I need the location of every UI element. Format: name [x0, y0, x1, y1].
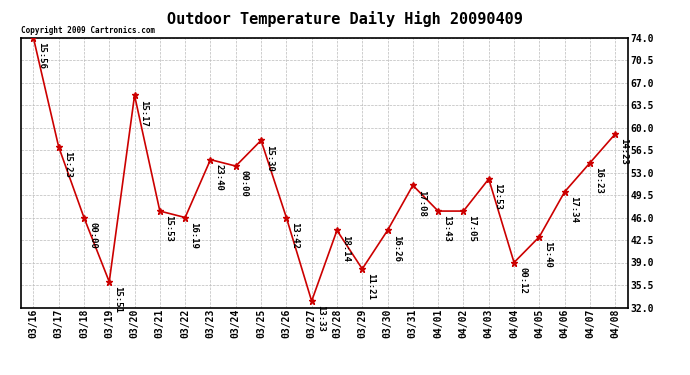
- Text: 00:12: 00:12: [518, 267, 527, 294]
- Text: 11:21: 11:21: [366, 273, 375, 300]
- Text: 17:34: 17:34: [569, 196, 578, 223]
- Text: 18:14: 18:14: [341, 234, 350, 261]
- Text: Outdoor Temperature Daily High 20090409: Outdoor Temperature Daily High 20090409: [167, 11, 523, 27]
- Text: 17:08: 17:08: [417, 189, 426, 216]
- Text: 15:23: 15:23: [63, 151, 72, 178]
- Text: 16:19: 16:19: [189, 222, 198, 249]
- Text: 12:53: 12:53: [493, 183, 502, 210]
- Text: 17:05: 17:05: [468, 215, 477, 242]
- Text: 16:23: 16:23: [594, 167, 603, 194]
- Text: 15:56: 15:56: [37, 42, 46, 69]
- Text: Copyright 2009 Cartronics.com: Copyright 2009 Cartronics.com: [21, 26, 155, 35]
- Text: 15:30: 15:30: [265, 144, 274, 171]
- Text: 23:40: 23:40: [215, 164, 224, 190]
- Text: 00:00: 00:00: [88, 222, 97, 249]
- Text: 00:00: 00:00: [240, 170, 249, 197]
- Text: 13:42: 13:42: [290, 222, 299, 249]
- Text: 15:40: 15:40: [544, 241, 553, 268]
- Text: 13:43: 13:43: [442, 215, 451, 242]
- Text: 15:17: 15:17: [139, 99, 148, 126]
- Text: 16:26: 16:26: [392, 234, 401, 261]
- Text: 15:51: 15:51: [113, 286, 122, 313]
- Text: 14:23: 14:23: [620, 138, 629, 165]
- Text: 15:53: 15:53: [164, 215, 173, 242]
- Text: 13:33: 13:33: [316, 305, 325, 332]
